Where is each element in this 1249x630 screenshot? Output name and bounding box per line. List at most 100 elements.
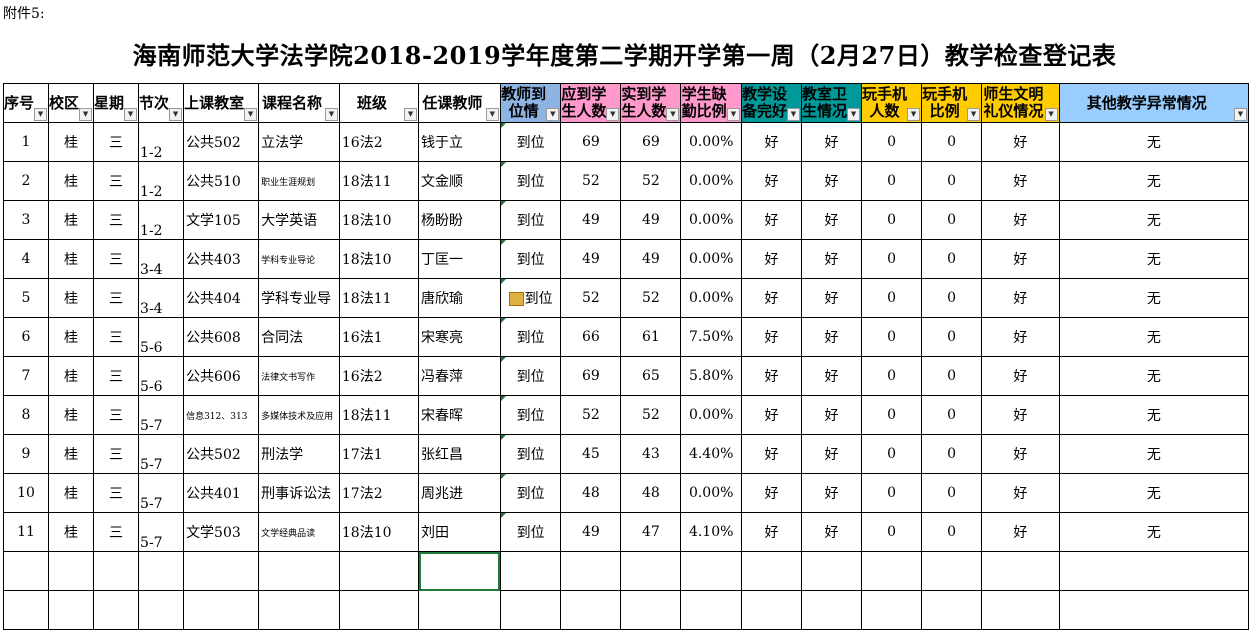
table-cell[interactable]: 好	[981, 512, 1060, 552]
table-cell[interactable]: 16法2	[338, 356, 420, 396]
empty-cell[interactable]	[861, 551, 923, 591]
empty-cell[interactable]	[2, 590, 50, 630]
table-cell[interactable]: 0	[921, 122, 983, 162]
table-cell[interactable]: 0.00%	[680, 239, 742, 279]
table-cell[interactable]: 公共502	[183, 434, 260, 474]
table-cell[interactable]: 好	[740, 239, 802, 279]
empty-cell[interactable]	[418, 590, 501, 630]
filter-dropdown-icon[interactable]: ▼	[726, 108, 740, 121]
table-cell[interactable]: 刑事诉讼法	[258, 473, 340, 513]
table-cell[interactable]: 多媒体技术及应用	[258, 395, 340, 435]
table-cell[interactable]: 三	[93, 239, 140, 279]
table-cell[interactable]: 冯春萍	[418, 356, 501, 396]
table-cell[interactable]: 好	[740, 278, 802, 318]
table-cell[interactable]: 好	[800, 200, 863, 240]
table-cell[interactable]: 三	[93, 317, 140, 357]
empty-cell[interactable]	[800, 551, 863, 591]
table-cell[interactable]: 好	[981, 356, 1060, 396]
table-cell[interactable]: 桂	[48, 317, 95, 357]
table-cell[interactable]: 大学英语	[258, 200, 340, 240]
table-cell[interactable]: 16法2	[338, 122, 420, 162]
empty-cell[interactable]	[338, 590, 420, 630]
table-cell[interactable]: 公共608	[183, 317, 260, 357]
table-cell[interactable]: 无	[1058, 200, 1249, 240]
header-cell[interactable]: 课程名称 ▼	[258, 83, 340, 123]
table-cell[interactable]: 到位	[499, 395, 562, 435]
empty-cell[interactable]	[93, 590, 140, 630]
table-cell[interactable]: 43	[620, 434, 682, 474]
table-cell[interactable]: 三	[93, 356, 140, 396]
table-cell[interactable]: 好	[981, 434, 1060, 474]
table-cell[interactable]: 宋寒亮	[418, 317, 501, 357]
header-cell[interactable]: 学生缺勤比例 ▼	[680, 83, 742, 123]
table-cell[interactable]: 到位	[499, 161, 562, 201]
table-cell[interactable]: 1	[2, 122, 50, 162]
table-cell[interactable]: 公共510	[183, 161, 260, 201]
table-cell[interactable]: 立法学	[258, 122, 340, 162]
empty-cell[interactable]	[921, 551, 983, 591]
table-cell[interactable]: 合同法	[258, 317, 340, 357]
table-cell[interactable]: 文金顺	[418, 161, 501, 201]
empty-cell[interactable]	[740, 551, 802, 591]
header-cell[interactable]: 班级 ▼	[338, 83, 420, 123]
table-cell[interactable]: 刘田	[418, 512, 501, 552]
empty-cell[interactable]	[680, 590, 742, 630]
table-cell[interactable]: 0	[861, 161, 923, 201]
table-cell[interactable]: 文学105	[183, 200, 260, 240]
header-cell[interactable]: 教学设备完好 ▼	[740, 83, 802, 123]
table-cell[interactable]: 48	[560, 473, 622, 513]
empty-cell[interactable]	[183, 551, 260, 591]
table-cell[interactable]: 69	[560, 122, 622, 162]
table-cell[interactable]: 好	[740, 473, 802, 513]
table-cell[interactable]: 52	[620, 278, 682, 318]
table-cell[interactable]: 好	[800, 239, 863, 279]
table-cell[interactable]: 到位	[499, 239, 562, 279]
table-cell[interactable]: 18法11	[338, 161, 420, 201]
filter-dropdown-icon[interactable]: ▼	[169, 108, 183, 121]
empty-cell[interactable]	[1058, 590, 1249, 630]
table-cell[interactable]: 4	[2, 239, 50, 279]
empty-cell[interactable]	[258, 590, 340, 630]
table-cell[interactable]: 好	[800, 122, 863, 162]
table-cell[interactable]: 桂	[48, 239, 95, 279]
filter-dropdown-icon[interactable]: ▼	[244, 108, 258, 121]
filter-dropdown-icon[interactable]: ▼	[485, 108, 499, 121]
table-cell[interactable]: 无	[1058, 161, 1249, 201]
table-cell[interactable]: 18法10	[338, 239, 420, 279]
header-cell[interactable]: 师生文明礼仪情况 ▼	[981, 83, 1060, 123]
table-cell[interactable]: 0.00%	[680, 161, 742, 201]
filter-dropdown-icon[interactable]: ▼	[546, 108, 560, 121]
table-cell[interactable]: 1-2	[138, 161, 185, 201]
empty-cell[interactable]	[861, 590, 923, 630]
table-cell[interactable]: 好	[740, 512, 802, 552]
header-cell[interactable]: 玩手机人数 ▼	[861, 83, 923, 123]
filter-dropdown-icon[interactable]: ▼	[907, 108, 921, 121]
table-cell[interactable]: 好	[981, 161, 1060, 201]
table-cell[interactable]: 文学经典品读	[258, 512, 340, 552]
table-cell[interactable]: 到位	[499, 356, 562, 396]
table-cell[interactable]: 桂	[48, 434, 95, 474]
filter-dropdown-icon[interactable]: ▼	[666, 108, 680, 121]
table-cell[interactable]: 4.10%	[680, 512, 742, 552]
table-cell[interactable]: 5	[2, 278, 50, 318]
table-cell[interactable]: 公共404	[183, 278, 260, 318]
table-cell[interactable]: 信息312、313	[183, 395, 260, 435]
header-cell[interactable]: 任课教师 ▼	[418, 83, 501, 123]
table-cell[interactable]: 5.80%	[680, 356, 742, 396]
table-cell[interactable]: 49	[560, 200, 622, 240]
table-cell[interactable]: 0	[861, 395, 923, 435]
table-cell[interactable]: 65	[620, 356, 682, 396]
table-cell[interactable]: 好	[981, 395, 1060, 435]
table-cell[interactable]: 69	[560, 356, 622, 396]
table-cell[interactable]: 无	[1058, 434, 1249, 474]
table-cell[interactable]: 3-4	[138, 278, 185, 318]
table-cell[interactable]: 0.00%	[680, 200, 742, 240]
filter-dropdown-icon[interactable]: ▼	[124, 108, 138, 121]
table-cell[interactable]: 0	[861, 356, 923, 396]
table-cell[interactable]: 张红昌	[418, 434, 501, 474]
empty-cell[interactable]	[138, 590, 185, 630]
table-cell[interactable]: 3-4	[138, 239, 185, 279]
table-cell[interactable]: 公共403	[183, 239, 260, 279]
empty-cell[interactable]	[620, 590, 682, 630]
empty-cell[interactable]	[981, 551, 1060, 591]
